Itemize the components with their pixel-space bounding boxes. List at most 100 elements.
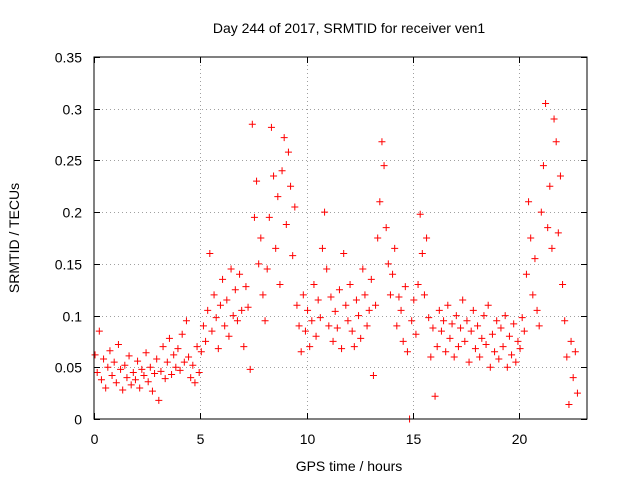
data-point [542, 100, 550, 108]
data-point [295, 322, 303, 330]
data-point [131, 376, 139, 384]
data-point [474, 322, 482, 330]
x-tick-label: 15 [406, 431, 422, 447]
data-point [435, 306, 443, 314]
data-point [104, 363, 112, 371]
y-tick-label: 0.2 [63, 205, 83, 221]
data-point [114, 341, 122, 349]
data-point [401, 283, 409, 291]
data-point [533, 306, 541, 314]
data-point [304, 306, 312, 314]
data-point [246, 365, 254, 373]
data-point [359, 265, 367, 273]
data-point [102, 384, 110, 392]
data-point [397, 306, 405, 314]
data-point [219, 275, 227, 283]
data-point [325, 322, 333, 330]
data-point [535, 322, 543, 330]
data-point [250, 213, 258, 221]
data-point [331, 307, 339, 315]
data-point [204, 306, 212, 314]
data-point [355, 312, 363, 320]
data-point [516, 345, 524, 353]
plot-frame [93, 56, 588, 420]
data-point [236, 270, 244, 278]
data-point [263, 265, 271, 273]
data-point [529, 291, 537, 299]
data-point [531, 255, 539, 263]
data-point [316, 314, 324, 322]
data-point [363, 322, 371, 330]
data-point [372, 301, 380, 309]
data-point [163, 358, 171, 366]
data-point [569, 374, 577, 382]
data-point [497, 324, 505, 332]
data-point [478, 334, 486, 342]
data-point [399, 337, 407, 345]
data-point [178, 330, 186, 338]
data-points [91, 100, 581, 423]
data-point [539, 162, 547, 170]
data-point [168, 371, 176, 379]
data-point [129, 368, 137, 376]
data-point [225, 332, 233, 340]
data-point [161, 375, 169, 383]
data-point [486, 363, 494, 371]
data-point [267, 123, 275, 131]
data-point [112, 379, 120, 387]
data-point [125, 352, 133, 360]
data-point [208, 327, 216, 335]
data-point [270, 172, 278, 180]
data-point [221, 322, 229, 330]
data-point [206, 250, 214, 258]
data-point [471, 345, 479, 353]
data-point [386, 291, 394, 299]
data-point [95, 327, 103, 335]
data-point [121, 361, 129, 369]
data-point [338, 345, 346, 353]
data-point [433, 343, 441, 351]
data-point [554, 229, 562, 237]
data-point [488, 330, 496, 338]
data-point [199, 322, 207, 330]
y-tick-label: 0 [74, 412, 82, 428]
data-point [312, 332, 320, 340]
data-point [335, 286, 343, 294]
data-point [261, 317, 269, 325]
data-point [403, 348, 411, 356]
data-point [501, 312, 509, 320]
data-point [527, 234, 535, 242]
data-point [352, 296, 360, 304]
data-point [416, 210, 424, 218]
data-point [146, 363, 154, 371]
data-point [301, 327, 309, 335]
data-point [242, 283, 250, 291]
data-point [361, 291, 369, 299]
x-axis-label: GPS time / hours [296, 458, 403, 474]
data-point [525, 198, 533, 206]
data-point [127, 381, 135, 389]
data-point [159, 343, 167, 351]
data-point [465, 358, 473, 366]
data-point [418, 250, 426, 258]
data-point [314, 296, 322, 304]
data-point [214, 345, 222, 353]
data-point [469, 306, 477, 314]
data-point [157, 367, 165, 375]
grid-lines [94, 57, 587, 419]
data-point [382, 224, 390, 232]
data-point [318, 244, 326, 252]
y-tick-label: 0.05 [55, 360, 82, 376]
data-point [431, 392, 439, 400]
data-point [210, 291, 218, 299]
data-point [440, 317, 448, 325]
data-point [165, 334, 173, 342]
data-point [233, 317, 241, 325]
data-point [454, 343, 462, 351]
data-point [442, 348, 450, 356]
data-point [522, 270, 530, 278]
x-tick-label: 10 [300, 431, 316, 447]
data-point [444, 301, 452, 309]
data-point [559, 281, 567, 289]
data-point [459, 296, 467, 304]
